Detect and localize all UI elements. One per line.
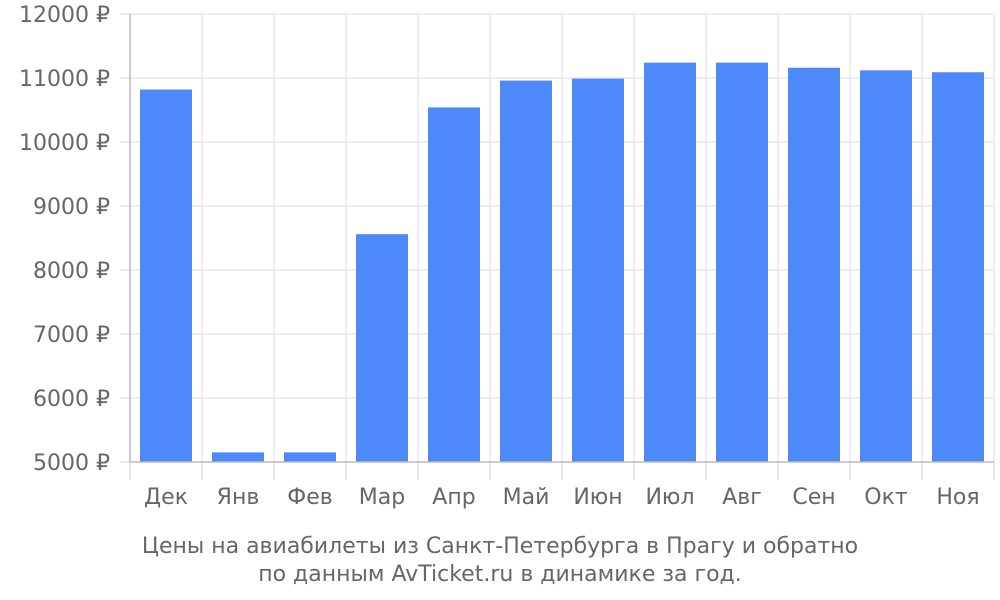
bar-12 bbox=[932, 72, 984, 463]
chart-caption: Цены на авиабилеты из Санкт-Петербурга в… bbox=[0, 533, 1000, 589]
x-tick-label: Июн bbox=[573, 485, 622, 510]
y-tick-label: 9000 ₽ bbox=[33, 195, 110, 220]
bar-1 bbox=[140, 89, 192, 463]
bar-8 bbox=[644, 62, 696, 462]
x-tick-label: Дек bbox=[144, 485, 188, 510]
x-tick-label: Ноя bbox=[936, 485, 979, 510]
bar-5 bbox=[428, 107, 480, 462]
x-tick-label: Янв bbox=[217, 485, 260, 510]
x-tick-label: Окт bbox=[864, 485, 908, 510]
x-tick-label: Мар bbox=[359, 485, 405, 510]
bar-10 bbox=[788, 67, 840, 462]
caption-line-1: Цены на авиабилеты из Санкт-Петербурга в… bbox=[141, 534, 859, 559]
bar-7 bbox=[572, 78, 624, 462]
bar-2 bbox=[212, 452, 264, 462]
x-tick-label: Авг bbox=[722, 485, 762, 510]
bar-11 bbox=[860, 70, 912, 462]
axes bbox=[120, 13, 995, 480]
bar-6 bbox=[500, 80, 552, 462]
x-tick-label: Сен bbox=[792, 485, 835, 510]
y-axis-labels: 5000 ₽ 6000 ₽ 7000 ₽ 8000 ₽ 9000 ₽ 10000 ₽ 110… bbox=[19, 3, 110, 476]
bar-9 bbox=[716, 62, 768, 462]
y-tick-label: 11000 ₽ bbox=[19, 67, 110, 92]
caption-line-2: по данным AvTicket.ru в динамике за год. bbox=[258, 562, 742, 587]
x-tick-label: Июл bbox=[645, 485, 694, 510]
bar-3 bbox=[284, 452, 336, 462]
x-tick-label: Май bbox=[503, 485, 550, 510]
y-tick-label: 6000 ₽ bbox=[33, 387, 110, 412]
y-tick-label: 5000 ₽ bbox=[33, 451, 110, 476]
x-tick-label: Апр bbox=[432, 485, 475, 510]
x-axis-labels: Дек Янв Фев Мар Апр Май Июн Июл Авг Сен Окт Ноя bbox=[144, 485, 980, 510]
bar-chart: 5000 ₽ 6000 ₽ 7000 ₽ 8000 ₽ 9000 ₽ 10000 ₽ 110… bbox=[19, 3, 995, 510]
y-tick-label: 8000 ₽ bbox=[33, 259, 110, 284]
x-tick-label: Фев bbox=[287, 485, 332, 510]
grid-lines bbox=[129, 13, 995, 463]
bars bbox=[140, 62, 984, 463]
y-tick-label: 10000 ₽ bbox=[19, 131, 110, 156]
bar-4 bbox=[356, 234, 408, 462]
y-tick-label: 7000 ₽ bbox=[33, 323, 110, 348]
y-tick-label: 12000 ₽ bbox=[19, 3, 110, 28]
